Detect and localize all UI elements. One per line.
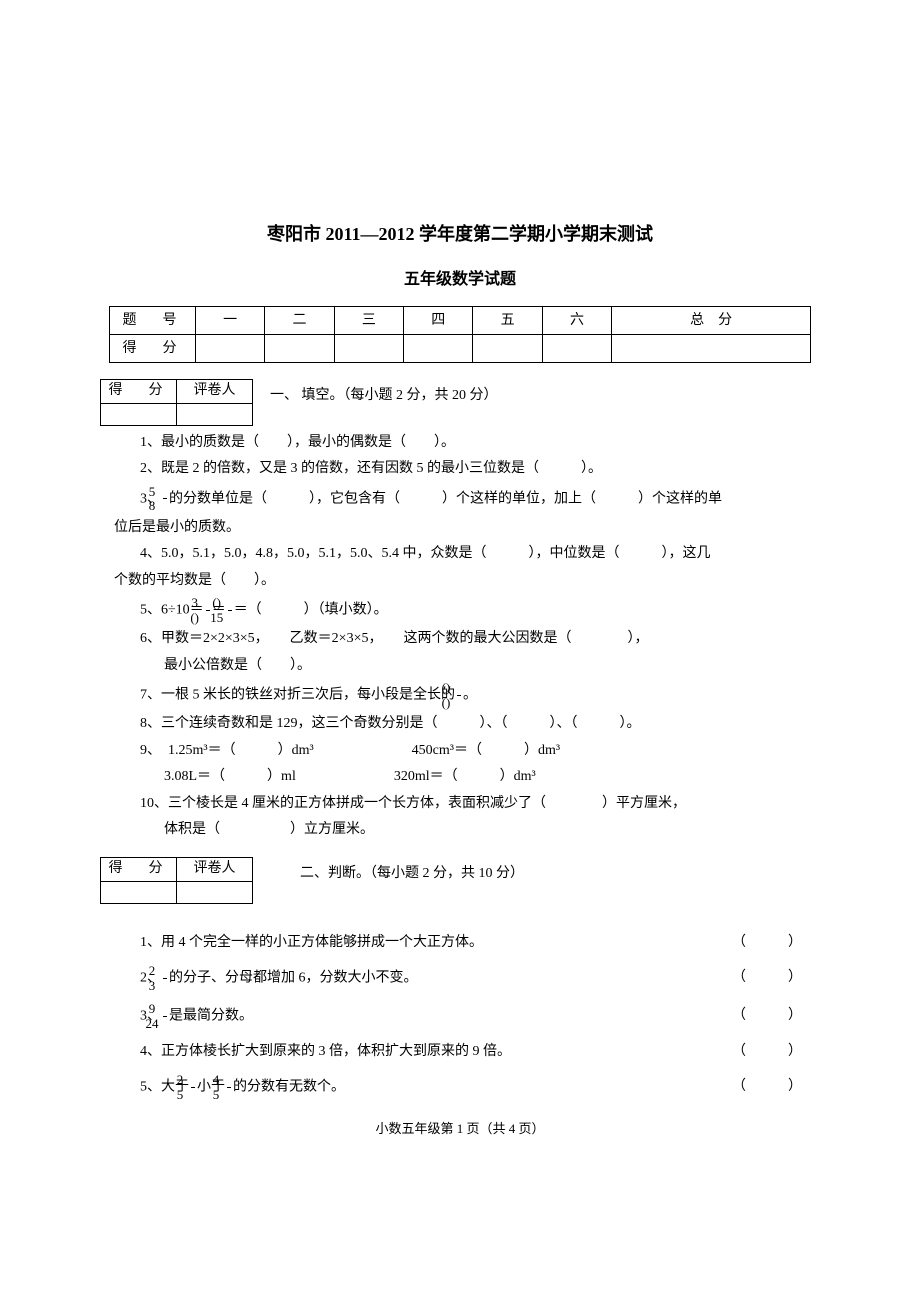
q2-4-text: 4、正方体棱长扩大到原来的 3 倍，体积扩大到原来的 9 倍。 — [140, 1041, 732, 1063]
score-cell — [196, 335, 265, 363]
header-cell: 总 分 — [612, 307, 811, 335]
grader-score-label: 得 分 — [101, 380, 177, 403]
q1-9-cont: 3.08L＝（ ）ml 320ml＝（ ）dm³ — [164, 766, 820, 788]
q1-3-cont: 位后是最小的质数。 — [114, 517, 820, 539]
q1-9: 9、 1.25m³＝（ ）dm³ 450cm³＝（ ）dm³ — [140, 740, 820, 762]
q1-3: 3、58的分数单位是（ ），它包含有（ ）个这样的单位，加上（ ）个这样的单 — [140, 485, 820, 513]
fraction-5-8: 58 — [163, 485, 167, 513]
section-2-header: 得 分 评卷人 二、判断。（每小题 2 分，共 10 分） — [100, 857, 820, 903]
score-cell — [334, 335, 403, 363]
score-cell — [404, 335, 473, 363]
score-summary-table: 题 号 一 二 三 四 五 六 总 分 得 分 — [109, 306, 811, 363]
grader-score-cell — [101, 881, 177, 903]
judge-paren: （ ） — [732, 1005, 820, 1027]
q1-7-text-a: 7、一根 5 米长的铁丝对折三次后，每小段是全长的 — [140, 687, 455, 702]
score-cell — [473, 335, 542, 363]
grader-score-cell — [101, 403, 177, 425]
page-footer: 小数五年级第 1 页（共 4 页） — [100, 1119, 820, 1140]
q1-7-text-b: 。 — [463, 687, 477, 702]
exam-subtitle: 五年级数学试题 — [100, 267, 820, 293]
row-label-cell: 得 分 — [110, 335, 196, 363]
q2-4: 4、正方体棱长扩大到原来的 3 倍，体积扩大到原来的 9 倍。 （ ） — [140, 1041, 820, 1063]
q1-10-cont: 体积是（ ）立方厘米。 — [164, 819, 820, 841]
score-cell — [265, 335, 334, 363]
q1-4: 4、5.0，5.1，5.0，4.8，5.0，5.1，5.0、5.4 中，众数是（… — [140, 543, 820, 565]
fraction-3-blank: 3() — [206, 596, 210, 624]
exam-title: 枣阳市 2011—2012 学年度第二学期小学期末测试 — [100, 220, 820, 249]
grader-table: 得 分 评卷人 — [100, 379, 253, 425]
q2-3: 3、924是最简分数。 （ ） — [140, 1002, 820, 1030]
judge-paren: （ ） — [732, 967, 820, 989]
q1-8: 8、三个连续奇数和是 129，这三个奇数分别是（ ）、（ ）、（ ）。 — [140, 713, 820, 735]
grader-person-label: 评卷人 — [177, 858, 253, 881]
q2-5: 5、大于25小于45的分数有无数个。 （ ） — [140, 1073, 820, 1101]
q2-2: 2、23的分子、分母都增加 6，分数大小不变。 （ ） — [140, 964, 820, 992]
q1-5-text-b: ＝（ ）（填小数）。 — [234, 602, 388, 617]
header-cell: 一 — [196, 307, 265, 335]
header-cell: 题 号 — [110, 307, 196, 335]
grader-score-label: 得 分 — [101, 858, 177, 881]
judge-paren: （ ） — [732, 1076, 820, 1098]
score-cell — [542, 335, 611, 363]
header-cell: 四 — [404, 307, 473, 335]
table-score-row: 得 分 — [110, 335, 811, 363]
judge-paren: （ ） — [732, 932, 820, 954]
fraction-9-24: 924 — [163, 1002, 167, 1030]
q1-6: 6、甲数＝2×2×3×5， 乙数＝2×3×5， 这两个数的最大公因数是（ ）， — [140, 628, 820, 650]
judge-paren: （ ） — [732, 1041, 820, 1063]
q2-3-text: 3、924是最简分数。 — [140, 1002, 732, 1030]
q1-10: 10、三个棱长是 4 厘米的正方体拼成一个长方体，表面积减少了（ ）平方厘米， — [140, 793, 820, 815]
q1-3-text-b: 的分数单位是（ ），它包含有（ ）个这样的单位，加上（ ）个这样的单 — [169, 491, 722, 506]
header-cell: 五 — [473, 307, 542, 335]
fraction-2-5: 25 — [191, 1073, 195, 1101]
q1-2: 2、既是 2 的倍数，又是 3 的倍数，还有因数 5 的最小三位数是（ ）。 — [140, 458, 820, 480]
header-cell: 二 — [265, 307, 334, 335]
grader-person-cell — [177, 881, 253, 903]
q2-1-text: 1、用 4 个完全一样的小正方体能够拼成一个大正方体。 — [140, 932, 732, 954]
q1-1: 1、最小的质数是（ ），最小的偶数是（ ）。 — [140, 432, 820, 454]
q1-4-cont: 个数的平均数是（ ）。 — [114, 570, 820, 592]
q2-1: 1、用 4 个完全一样的小正方体能够拼成一个大正方体。 （ ） — [140, 932, 820, 954]
table-header-row: 题 号 一 二 三 四 五 六 总 分 — [110, 307, 811, 335]
score-cell — [612, 335, 811, 363]
q1-7: 7、一根 5 米长的铁丝对折三次后，每小段是全长的()()。 — [140, 681, 820, 709]
fraction-4-5: 45 — [227, 1073, 231, 1101]
fraction-2-3: 23 — [163, 964, 167, 992]
header-cell: 三 — [334, 307, 403, 335]
section-1-header: 得 分 评卷人 一、 填空。（每小题 2 分，共 20 分） — [100, 379, 820, 425]
header-cell: 六 — [542, 307, 611, 335]
q1-6-cont: 最小公倍数是（ ）。 — [164, 655, 820, 677]
grader-table: 得 分 评卷人 — [100, 857, 253, 903]
q2-5-text: 5、大于25小于45的分数有无数个。 — [140, 1073, 732, 1101]
fraction-blank-blank: ()() — [457, 681, 461, 709]
grader-person-label: 评卷人 — [177, 380, 253, 403]
grader-person-cell — [177, 403, 253, 425]
q1-5: 5、6÷10＝3()＝()15＝（ ）（填小数）。 — [140, 596, 820, 624]
q2-2-text: 2、23的分子、分母都增加 6，分数大小不变。 — [140, 964, 732, 992]
fraction-blank-15: ()15 — [228, 596, 232, 624]
